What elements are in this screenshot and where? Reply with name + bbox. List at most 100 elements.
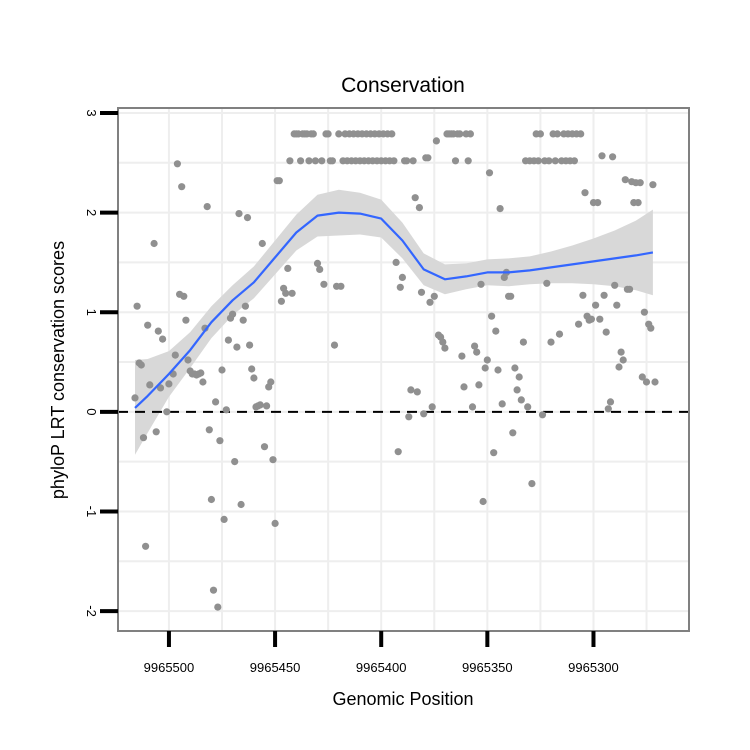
data-point [464,157,472,165]
x-tick-label: 9965350 [462,660,513,675]
data-point [496,205,504,213]
data-point [139,434,148,442]
data-point [258,239,266,248]
data-point [479,497,487,506]
data-point [475,381,483,389]
data-point [288,289,296,297]
data-point [203,203,211,211]
data-point [320,280,328,288]
data-point [511,364,519,372]
y-tick-label: 0 [84,408,99,415]
data-point [403,157,411,165]
data-point [171,351,179,359]
data-point [647,324,655,332]
data-point [594,199,602,207]
data-point [494,366,502,374]
data-point [237,500,245,509]
data-point [611,281,619,289]
data-point [617,348,625,356]
data-point [248,365,256,373]
data-point [460,383,468,391]
plot-area [117,107,690,632]
data-point [197,369,205,377]
data-point [473,348,481,356]
data-point [328,157,336,165]
data-point [492,327,500,335]
data-point [415,204,423,212]
data-point [146,381,154,389]
y-tick-label: -1 [84,506,99,518]
x-axis: 9965500 9965450 9965400 9965350 9965300 [144,631,619,675]
data-point [596,315,604,323]
data-point [405,413,413,421]
data-point [488,312,496,320]
data-point [602,328,610,336]
data-point [178,183,186,191]
data-point [524,403,532,411]
data-point [337,282,345,290]
data-point [131,394,139,402]
data-point [451,157,460,165]
data-point [263,402,271,410]
data-point [426,298,434,306]
data-point [224,336,232,344]
data-point [621,176,629,184]
data-point [144,321,152,329]
data-point [229,310,237,318]
data-point [636,179,644,187]
data-point [598,152,606,160]
data-point [458,352,466,360]
data-point [547,338,555,346]
data-point [199,378,207,386]
data-point [430,292,438,300]
data-point [420,410,428,418]
data-point [543,279,551,287]
data-point [485,169,494,177]
data-point [142,542,150,550]
data-point [534,157,542,165]
data-point [640,308,649,316]
data-point [271,519,279,528]
data-point [398,273,406,281]
data-point [477,280,485,288]
data-point [642,378,651,386]
x-tick-label: 9965500 [144,660,195,675]
data-point [152,428,160,436]
data-point [388,130,396,138]
y-axis-label: phyloP LRT conservation scores [48,241,68,499]
data-point [214,603,222,611]
data-point [277,297,285,305]
data-point [205,426,213,434]
data-point [626,285,634,293]
data-point [324,130,332,138]
data-point [407,386,415,394]
data-point [282,289,290,297]
data-point [256,401,264,409]
data-point [297,157,305,165]
data-point [239,316,247,324]
data-point [182,316,190,324]
data-point [609,153,617,161]
data-point [235,210,243,218]
x-axis-label: Genomic Position [332,689,473,709]
x-tick-label: 9965450 [250,660,301,675]
data-point [260,443,269,451]
data-point [396,283,404,291]
data-point [392,258,400,266]
data-point [390,157,398,165]
data-point [581,189,589,197]
data-point [220,515,228,524]
data-point [619,356,627,364]
data-point [150,239,158,248]
confidence-band [135,189,653,455]
data-point [413,388,421,396]
data-point [233,343,241,351]
data-point [490,449,498,457]
data-point [305,157,313,165]
data-point [600,291,608,299]
data-point [634,199,642,207]
data-point [536,130,545,138]
data-point [507,292,515,300]
data-point [267,378,275,386]
